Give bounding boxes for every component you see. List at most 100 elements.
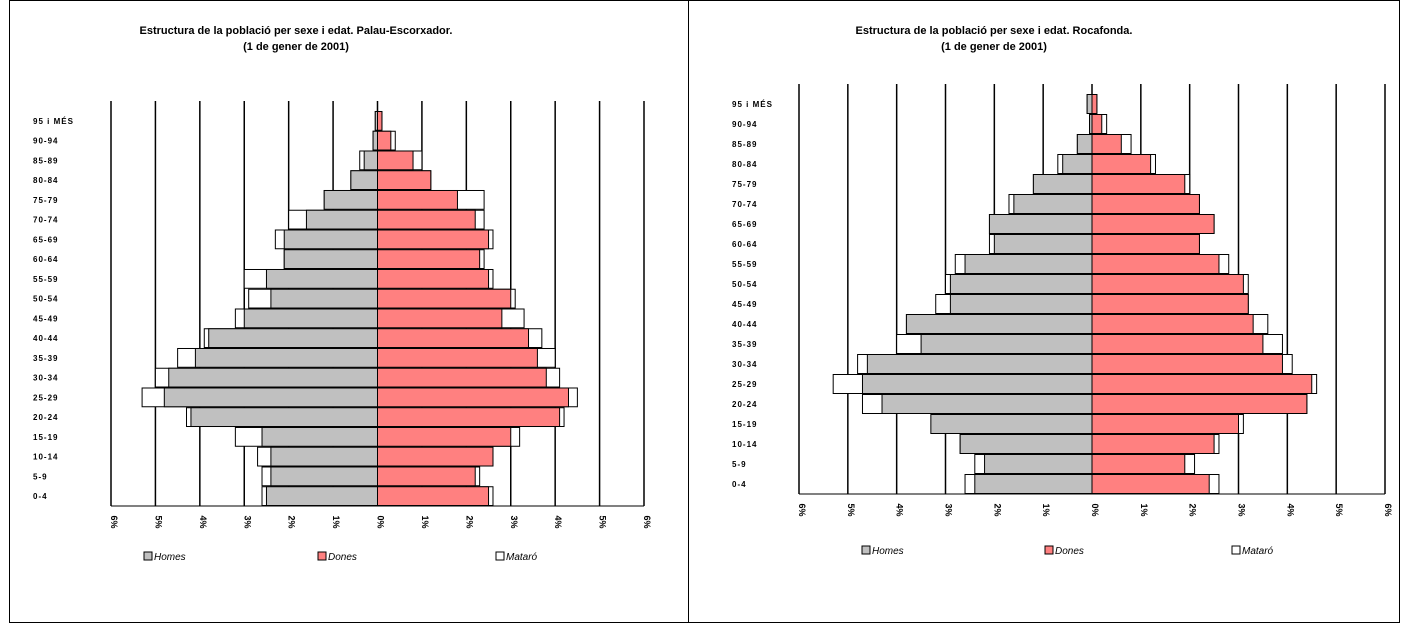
tick-label: 5% [1334, 503, 1344, 516]
category-label: 50-54 [33, 295, 58, 304]
bar-homes [881, 394, 1093, 414]
bar-dones [1091, 374, 1313, 394]
tick-label: 6% [642, 515, 652, 528]
bar-dones [377, 446, 494, 467]
category-label: 85-89 [732, 140, 757, 149]
category-label: 30-34 [33, 374, 58, 383]
chart-subtitle: (1 de gener de 2001) [941, 41, 1047, 53]
tick-label: 3% [509, 515, 519, 528]
bar-dones [377, 130, 392, 151]
bar-dones [1091, 114, 1103, 134]
legend-mataro-label: Mataró [506, 552, 538, 563]
legend-dones-swatch [317, 551, 327, 561]
chart-subtitle: (1 de gener de 2001) [243, 41, 349, 53]
category-label: 35-39 [33, 354, 58, 363]
category-label: 85-89 [33, 156, 58, 165]
bar-dones [377, 249, 481, 270]
tick-label: 6% [1383, 503, 1393, 516]
bar-homes [949, 294, 1093, 314]
legend-mataro-swatch [495, 551, 505, 561]
category-label: 45-49 [33, 314, 58, 323]
bar-dones [1091, 254, 1220, 274]
category-label: 70-74 [33, 216, 58, 225]
pyramid-chart-palau: Estructura de la població per sexe i eda… [33, 25, 652, 563]
bar-dones [377, 229, 490, 250]
tick-label: 6% [109, 515, 119, 528]
bar-homes [1086, 94, 1093, 114]
bar-dones [1091, 334, 1264, 354]
bar-dones [1091, 94, 1098, 114]
bar-dones [377, 347, 538, 368]
bar-dones [377, 110, 383, 131]
category-label: 40-44 [732, 320, 757, 329]
bar-dones [1091, 294, 1249, 314]
pyramid-chart-rocafonda: Estructura de la població per sexe i eda… [732, 25, 1393, 557]
category-label: 5-9 [33, 472, 48, 481]
bar-dones [377, 209, 476, 230]
legend-homes-swatch [861, 545, 871, 555]
category-label: 55-59 [33, 275, 58, 284]
tick-label: 0% [376, 515, 386, 528]
category-label: 80-84 [732, 160, 757, 169]
bar-dones [377, 170, 432, 191]
bar-homes [363, 150, 378, 171]
bar-homes [190, 407, 378, 428]
category-label: 35-39 [732, 340, 757, 349]
tick-label: 3% [1237, 503, 1247, 516]
category-label: 45-49 [732, 300, 757, 309]
tick-label: 1% [420, 515, 430, 528]
tick-label: 3% [944, 503, 954, 516]
bar-homes [1076, 134, 1093, 154]
bar-homes [984, 454, 1093, 474]
bar-homes [861, 374, 1093, 394]
category-label: 20-24 [33, 413, 58, 422]
tick-label: 4% [1285, 503, 1295, 516]
legend-homes-swatch [143, 551, 153, 561]
category-label: 55-59 [732, 260, 757, 269]
tick-label: 6% [797, 503, 807, 516]
bar-homes [305, 209, 378, 230]
legend-homes-label: Homes [872, 546, 904, 557]
chart-title: Estructura de la població per sexe i eda… [139, 25, 452, 37]
tick-label: 3% [242, 515, 252, 528]
tick-label: 0% [1090, 503, 1100, 516]
category-label: 5-9 [732, 460, 747, 469]
tick-label: 4% [553, 515, 563, 528]
bar-homes [194, 347, 378, 368]
bar-homes [270, 288, 378, 309]
bar-homes [930, 414, 1093, 434]
bar-homes [163, 387, 378, 408]
bar-dones [377, 486, 490, 507]
bar-dones [1091, 434, 1215, 454]
legend-homes-label: Homes [154, 552, 186, 563]
category-label: 65-69 [732, 220, 757, 229]
bar-homes [261, 426, 378, 447]
category-label: 15-19 [732, 420, 757, 429]
category-label: 10-14 [732, 440, 757, 449]
bar-dones [377, 288, 512, 309]
tick-label: 2% [464, 515, 474, 528]
tick-label: 4% [198, 515, 208, 528]
category-label: 95 i MÉS [732, 100, 773, 109]
bar-dones [1091, 154, 1152, 174]
bar-homes [974, 474, 1093, 494]
legend-dones-swatch [1044, 545, 1054, 555]
bar-homes [283, 229, 379, 250]
chart-title: Estructura de la població per sexe i eda… [856, 25, 1133, 37]
category-label: 20-24 [732, 400, 757, 409]
bar-homes [283, 249, 379, 270]
bar-dones [1091, 214, 1215, 234]
bar-dones [377, 387, 569, 408]
bar-dones [377, 466, 476, 487]
bar-homes [949, 274, 1093, 294]
category-label: 30-34 [732, 360, 757, 369]
bar-homes [323, 189, 379, 210]
bar-dones [1091, 454, 1186, 474]
tick-label: 2% [992, 503, 1002, 516]
bar-homes [270, 446, 378, 467]
legend-mataro-label: Mataró [1242, 546, 1274, 557]
tick-label: 1% [1041, 503, 1051, 516]
bar-dones [377, 407, 561, 428]
bar-dones [377, 268, 490, 289]
tick-label: 1% [331, 515, 341, 528]
